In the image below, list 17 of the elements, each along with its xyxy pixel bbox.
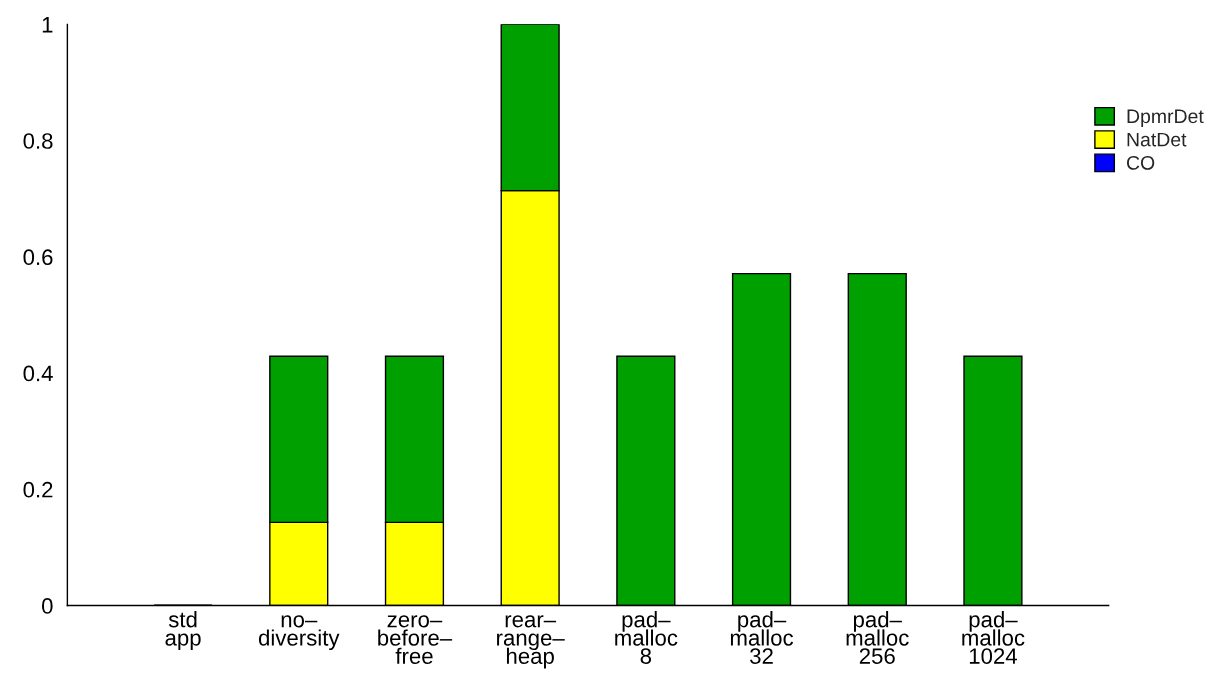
x-tick-label: rear– range– heap — [497, 615, 565, 669]
legend-label: DpmrDet — [1127, 109, 1204, 128]
y-tick-label: 0 — [42, 598, 53, 614]
y-tick-label: 0.4 — [23, 365, 53, 382]
x-tick-label: zero– before– free — [378, 615, 453, 664]
x-tick-label: std app — [165, 611, 201, 651]
y-tick-label: 0.8 — [23, 133, 53, 149]
x-tick-label: no– diversity — [258, 615, 340, 651]
legend-label: CO — [1126, 155, 1155, 170]
x-tick-label: pad– malloc 8 — [615, 611, 678, 664]
x-tick-label: pad– malloc 1024 — [962, 611, 1025, 664]
y-tick-label: 1 — [42, 17, 53, 33]
x-tick-label: pad– malloc 256 — [846, 611, 909, 664]
x-tick-label: pad– malloc 32 — [730, 611, 794, 664]
legend-label: NatDet — [1127, 132, 1187, 147]
y-tick-label: 0.6 — [23, 249, 53, 266]
y-tick-label: 0.2 — [23, 481, 53, 498]
